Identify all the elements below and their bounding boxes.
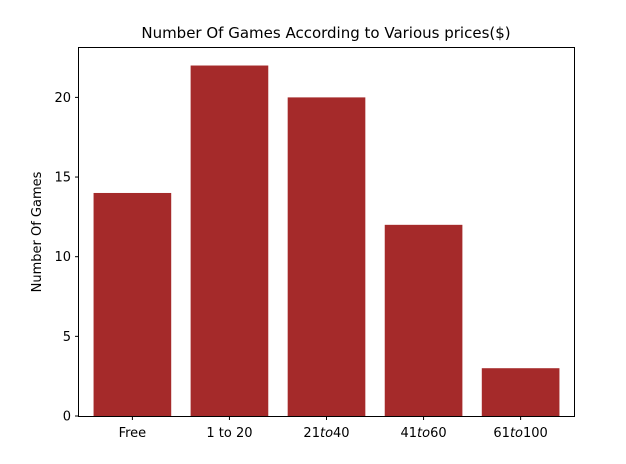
bars-group	[93, 65, 560, 417]
bar-3	[384, 224, 463, 416]
x-tick-label: 41to60	[400, 426, 446, 441]
y-tick-label: 20	[54, 91, 71, 106]
y-tick-label: 10	[54, 250, 71, 265]
chart-title: Number Of Games According to Various pri…	[141, 24, 510, 42]
y-tick-label: 0	[63, 410, 71, 425]
bar-0	[93, 192, 172, 416]
y-axis-label: Number Of Games	[30, 171, 45, 292]
x-tick-label: Free	[119, 426, 147, 441]
x-tick-label: 1 to 20	[206, 426, 252, 441]
y-tick-label: 5	[63, 330, 71, 345]
x-axis-ticks: Free 1 to 20 21to40 41to60 61to100	[119, 416, 548, 441]
bar-1	[190, 65, 269, 417]
bar-2	[287, 97, 366, 416]
x-tick-label: 61to100	[493, 426, 547, 441]
y-axis-ticks: 0 5 10 15 20	[54, 91, 79, 425]
y-tick-label: 15	[54, 171, 71, 186]
x-tick-label: 21to40	[303, 426, 349, 441]
plot-frame	[78, 47, 575, 417]
bar-4	[481, 368, 560, 416]
